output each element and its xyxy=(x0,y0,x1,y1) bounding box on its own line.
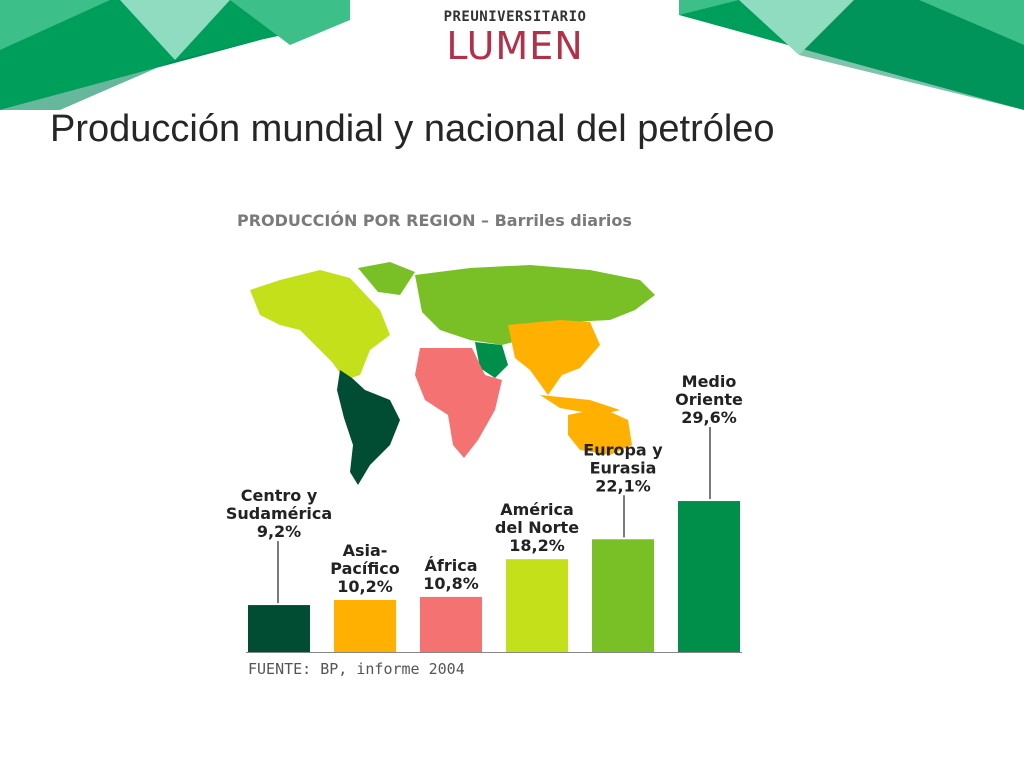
bar-4 xyxy=(506,559,568,652)
map-region-asia xyxy=(508,320,600,395)
bar-label-4-line-1: América xyxy=(500,500,574,519)
lumen-logo: PREUNIVERSITARIO LUMEN xyxy=(440,8,590,66)
bar-label-5-line-3: 22,1% xyxy=(595,476,651,495)
bar-label-1-line-3: 9,2% xyxy=(257,522,301,541)
bar-3 xyxy=(420,596,482,652)
banner-left-decoration xyxy=(0,0,350,110)
bar-label-2-line-1: Asia- xyxy=(343,541,388,560)
bar-label-3-line-1: África xyxy=(425,556,478,575)
chart-source-note: FUENTE: BP, informe 2004 xyxy=(248,660,465,678)
map-region-greenland xyxy=(358,262,415,295)
bar-label-2-line-2: Pacífico xyxy=(330,559,399,578)
bar-label-3-line-2: 10,8% xyxy=(423,574,479,593)
bar-label-1-line-1: Centro y xyxy=(241,486,318,505)
map-region-africa xyxy=(415,348,502,458)
slide-title: Producción mundial y nacional del petról… xyxy=(50,108,775,150)
bar-label-6-line-3: 29,6% xyxy=(681,408,737,427)
map-region-eurasia xyxy=(415,265,655,345)
map-region-north-america xyxy=(250,270,390,380)
map-region-south-america xyxy=(337,370,400,485)
bar-label-2-line-3: 10,2% xyxy=(337,577,393,596)
bar-label-4-line-2: del Norte xyxy=(495,518,579,537)
bar-label-1-line-2: Sudamérica xyxy=(226,504,332,523)
bar-5 xyxy=(592,539,654,652)
bar-label-5-line-2: Eurasia xyxy=(590,458,657,477)
bar-label-5-line-1: Europa y xyxy=(583,440,663,459)
bar-label-6-line-2: Oriente xyxy=(675,390,743,409)
bar-label-4-line-3: 18,2% xyxy=(509,536,565,555)
bar-2 xyxy=(334,599,396,652)
bar-label-6-line-1: Medio xyxy=(682,372,737,391)
banner-right-decoration xyxy=(679,0,1024,110)
map-region-middle-east xyxy=(475,342,508,378)
map-region-australia xyxy=(568,408,632,455)
bar-6 xyxy=(678,501,740,652)
logo-top-text: PREUNIVERSITARIO xyxy=(443,9,587,25)
world-map-illustration xyxy=(240,250,760,498)
logo-main-text: LUMEN xyxy=(446,24,584,68)
chart-title: PRODUCCIÓN POR REGION – Barriles diarios xyxy=(237,211,632,230)
bar-1 xyxy=(248,605,310,652)
